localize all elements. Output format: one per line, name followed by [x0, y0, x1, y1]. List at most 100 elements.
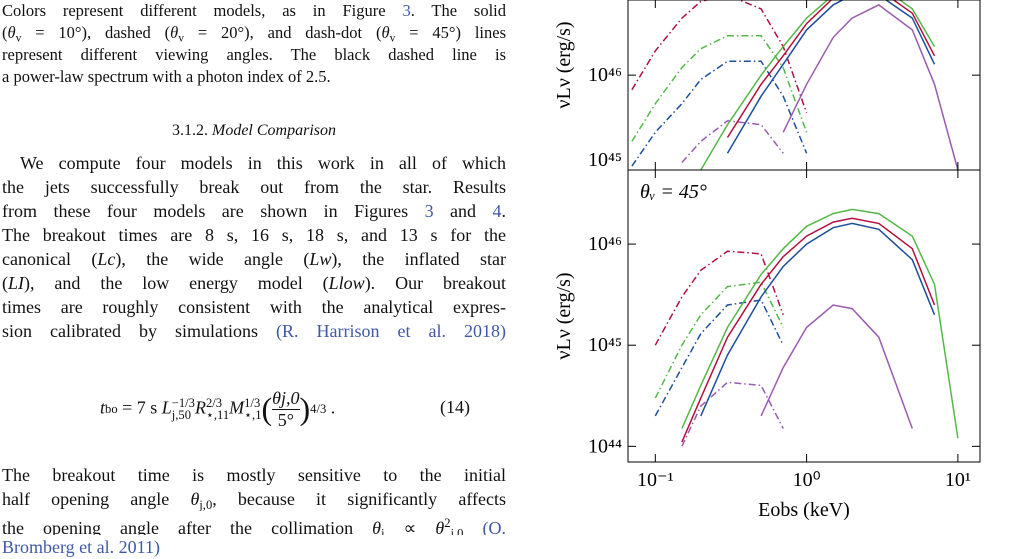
- math: v: [178, 32, 185, 44]
- math: θ: [190, 489, 200, 509]
- text: . The solid: [410, 1, 506, 20]
- math: Llow: [328, 273, 365, 293]
- text-line: Bromberg et al. 2011): [2, 535, 506, 559]
- series-line: [654, 250, 784, 346]
- text-line: sion calibrated by simulations (R. Harri…: [2, 319, 506, 343]
- series-line: [681, 381, 784, 447]
- scripts: 2/3 ⋆,11: [205, 396, 230, 423]
- text-line: Colors represent different models, as in…: [2, 0, 506, 22]
- plot-area: [631, 0, 959, 170]
- text: ), the wide angle (: [115, 249, 310, 269]
- text: times are roughly consistent with the an…: [2, 297, 506, 317]
- text: Colors represent different models, as in…: [2, 1, 403, 20]
- text-line: half opening angle θj,0, because it sign…: [2, 487, 506, 511]
- page: {"caption_tail":[ ["Colors represent dif…: [2, 0, 981, 557]
- superscript: 1/3: [244, 395, 261, 410]
- equation-number: (14): [440, 397, 470, 417]
- text-line: canonical (Lc), the wide angle (Lw), the…: [2, 247, 506, 271]
- section-title: Model Comparison: [212, 122, 336, 139]
- reference-link: 3: [402, 1, 411, 20]
- math: v: [15, 32, 22, 44]
- text: ), the inflated star: [331, 249, 506, 269]
- figure: 10⁴⁵ 10⁴⁶ νLν (erg/s) 10⁻¹ 10⁰ 10¹ 10⁴⁴ 10⁴⁵ 10⁴…: [553, 0, 981, 521]
- superscript: 4/3: [310, 401, 327, 416]
- text-line: represent different viewing angles. The …: [2, 44, 506, 66]
- math: θ: [381, 23, 390, 42]
- paragraph: The breakout time is mostly sensitive to…: [2, 463, 506, 559]
- y-axis-label: νLν (erg/s): [553, 272, 575, 359]
- text: (: [2, 23, 8, 42]
- symbol: ): [299, 390, 311, 427]
- text: ), and the low energy model (: [24, 273, 329, 293]
- scripts: −1/3 j,50: [171, 395, 195, 423]
- y-tick-label: 10⁴⁵: [588, 149, 622, 171]
- text: We compute four models in this work in a…: [20, 153, 506, 173]
- math: v: [389, 32, 396, 44]
- y-tick-label: 10⁴⁴: [588, 435, 622, 457]
- math: Lw: [309, 249, 332, 269]
- text: canonical (: [2, 249, 98, 269]
- series-line: [726, 0, 936, 154]
- axes-frame: [627, 169, 981, 463]
- section-number: 3.1.2.: [172, 122, 208, 139]
- symbol: M: [229, 397, 245, 418]
- series-line: [726, 0, 936, 138]
- math: θ: [170, 23, 179, 42]
- series-line: [681, 208, 959, 439]
- text: and: [433, 201, 493, 221]
- symbol: L: [161, 397, 172, 418]
- text: , because it significantly affects: [212, 489, 506, 509]
- subscript: bo: [105, 401, 118, 416]
- text: = 10°), dashed (: [21, 23, 171, 42]
- paren: (: [261, 390, 273, 427]
- series-line: [631, 0, 808, 114]
- y-axis-label: νLν (erg/s): [553, 21, 575, 108]
- series-line: [700, 0, 936, 170]
- eq-text: .: [326, 397, 336, 418]
- math: θ: [435, 517, 445, 535]
- text: represent different viewing angles. The …: [2, 45, 506, 64]
- axes-frame: [627, 0, 981, 171]
- scripts: bo: [105, 403, 118, 416]
- equation: t bo = 7 s L −1/3 j,50 R 2/3 ⋆,11 M 1/3 ⋆,1(θj,0 5…: [100, 388, 335, 430]
- subscript: j,50: [171, 408, 192, 423]
- y-tick-label: 10⁴⁵: [588, 334, 622, 356]
- y-tick-label: 10⁴⁶: [588, 233, 622, 255]
- series-line: [681, 120, 784, 164]
- scripts: 4/3: [310, 403, 326, 416]
- reference-link: (O.: [482, 517, 506, 535]
- reference-link: (R. Harrison et al. 2018): [276, 321, 506, 341]
- scripts: 1/3 ⋆,1: [244, 395, 261, 422]
- text: the jets successfully break out from the…: [2, 177, 506, 197]
- series-line: [631, 35, 808, 142]
- math: LI: [8, 273, 25, 293]
- text: the opening angle after the collimation: [2, 517, 373, 535]
- text: The breakout time is mostly sensitive to…: [2, 465, 506, 485]
- paragraph: We compute four models in this work in a…: [2, 151, 506, 343]
- y-tick-label: 10⁴⁶: [588, 64, 622, 86]
- series-line: [782, 4, 959, 170]
- text-line: a power-law spectrum with a photon index…: [2, 66, 506, 88]
- numerator: θj,0: [272, 388, 300, 410]
- text: [463, 518, 482, 535]
- text-line: the jets successfully break out from the…: [2, 175, 506, 199]
- series-line: [654, 299, 784, 417]
- series-line: [681, 217, 936, 443]
- text: ). Our breakout: [364, 273, 506, 293]
- math: θ: [7, 23, 16, 42]
- text-line: The breakout times are 8 s, 16 s, 18 s, …: [2, 223, 506, 247]
- text: a power-law spectrum with a photon index…: [2, 67, 331, 86]
- reference-link: 4: [492, 201, 502, 221]
- plot-area: [654, 208, 959, 447]
- text: .: [501, 201, 507, 221]
- x-tick-label: 10⁻¹: [637, 469, 674, 491]
- math: Lc: [97, 249, 116, 269]
- reference-link: 3: [424, 201, 434, 221]
- section-heading: 3.1.2. Model Comparison: [2, 122, 506, 140]
- superscript: −1/3: [171, 395, 195, 410]
- text-line: from these four models are shown in Figu…: [2, 199, 506, 223]
- subscript: ⋆,11: [205, 408, 230, 423]
- math: θ: [372, 517, 381, 535]
- x-tick-label: 10¹: [945, 469, 971, 491]
- text: = 45°) lines: [395, 23, 506, 42]
